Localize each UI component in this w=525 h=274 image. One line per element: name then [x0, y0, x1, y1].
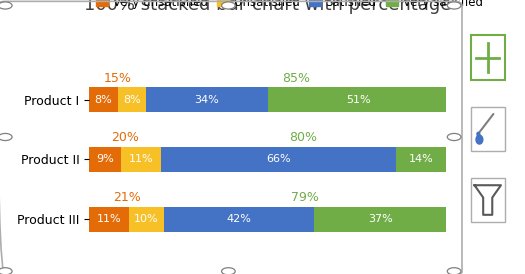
Text: 9%: 9% — [97, 155, 114, 164]
Bar — [89, 147, 121, 172]
Bar — [89, 87, 118, 112]
Bar — [121, 147, 161, 172]
Text: 10%: 10% — [134, 214, 159, 224]
Text: 34%: 34% — [195, 95, 219, 105]
Text: 20%: 20% — [111, 132, 139, 144]
Bar — [396, 147, 446, 172]
Text: 11%: 11% — [97, 214, 121, 224]
Text: 11%: 11% — [129, 155, 153, 164]
Text: 8%: 8% — [94, 95, 112, 105]
FancyBboxPatch shape — [471, 178, 505, 222]
Text: 14%: 14% — [409, 155, 434, 164]
Text: 85%: 85% — [282, 72, 310, 85]
Title: 100% stacked bar chart with percentage: 100% stacked bar chart with percentage — [84, 0, 452, 14]
Bar — [268, 87, 450, 112]
Text: 37%: 37% — [368, 214, 393, 224]
Bar — [314, 207, 446, 232]
Text: 8%: 8% — [123, 95, 141, 105]
Bar — [146, 87, 268, 112]
Bar — [161, 147, 396, 172]
Bar — [164, 207, 314, 232]
Text: 15%: 15% — [104, 72, 132, 85]
Text: 80%: 80% — [289, 132, 318, 144]
FancyBboxPatch shape — [471, 107, 505, 151]
Bar — [118, 87, 146, 112]
Text: 42%: 42% — [227, 214, 251, 224]
Text: 79%: 79% — [291, 191, 319, 204]
Legend: Very unsatisfied, Unsatisfied, Satisfied, Very satisfied: Very unsatisfied, Unsatisfied, Satisfied… — [91, 0, 488, 13]
Text: 21%: 21% — [113, 191, 141, 204]
Text: 66%: 66% — [266, 155, 291, 164]
FancyBboxPatch shape — [471, 35, 505, 80]
Text: 51%: 51% — [346, 95, 371, 105]
Bar — [89, 207, 129, 232]
Circle shape — [476, 135, 483, 144]
Bar — [129, 207, 164, 232]
